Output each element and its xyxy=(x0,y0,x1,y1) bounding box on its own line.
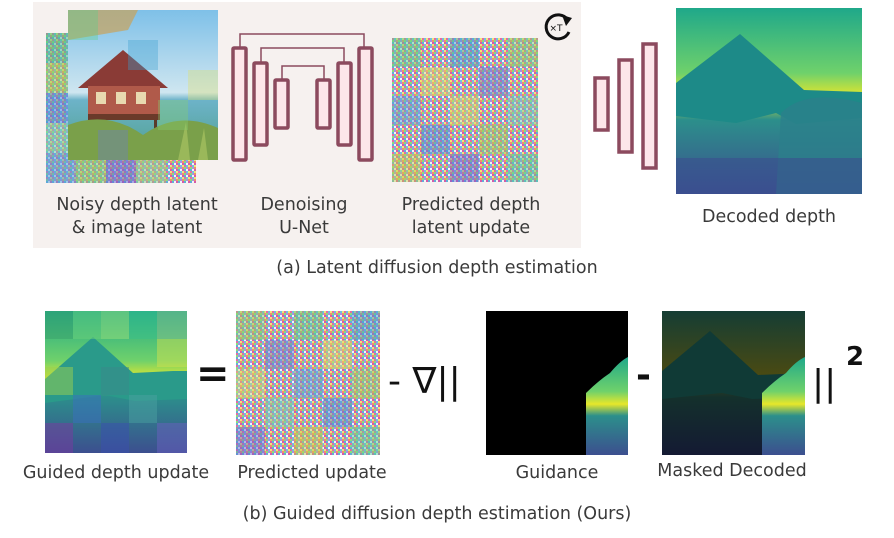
minus-sign: - xyxy=(636,355,651,396)
decoder-block-3 xyxy=(641,42,658,170)
norm-close: || xyxy=(812,363,837,404)
skip-connection-middle xyxy=(260,47,345,62)
noisy-latent-label: Noisy depth latent & image latent xyxy=(40,194,234,240)
unet-encoder-block-3 xyxy=(273,78,290,130)
caption-panel-b: (b) Guided diffusion depth estimation (O… xyxy=(242,504,632,524)
noisy-latent-label-line2: & image latent xyxy=(71,218,203,238)
unet-label-line2: U-Net xyxy=(279,218,329,238)
skip-connection-outer xyxy=(239,33,365,48)
predicted-depth-latent-update xyxy=(392,38,538,182)
unet-encoder-block-2 xyxy=(252,61,269,147)
norm-exponent: 2 xyxy=(846,342,865,372)
minus-gradient-norm-open: - ∇|| xyxy=(388,361,461,402)
decoder-block-2 xyxy=(617,58,634,154)
guidance-label: Guidance xyxy=(515,463,599,483)
unet-encoder-block-1 xyxy=(231,46,248,162)
denoising-unet xyxy=(231,33,374,162)
predicted-update xyxy=(236,311,380,455)
decoder-block-1 xyxy=(593,76,610,132)
unet-decoder-block-1 xyxy=(315,78,332,130)
guidance-sparse-depth xyxy=(486,311,628,455)
noisy-latent-label-line1: Noisy depth latent xyxy=(56,195,218,215)
unet-label-line1: Denoising xyxy=(260,195,348,215)
vae-decoder xyxy=(593,42,658,170)
unet-label: Denoising U-Net xyxy=(232,194,376,240)
unet-decoder-block-3 xyxy=(357,46,374,162)
caption-panel-a: (a) Latent diffusion depth estimation xyxy=(276,258,598,278)
decoded-depth-map xyxy=(676,8,862,194)
unet-decoder-block-2 xyxy=(336,61,353,147)
predicted-update-label: Predicted update xyxy=(237,463,387,483)
guided-depth-update xyxy=(45,311,187,453)
predicted-latent-label-line2: latent update xyxy=(411,218,531,238)
skip-connection-inner xyxy=(281,65,325,80)
image-latent xyxy=(68,10,218,160)
decoded-depth-label: Decoded depth xyxy=(701,207,837,227)
predicted-latent-label: Predicted depth latent update xyxy=(382,194,560,240)
masked-decoded-label: Masked Decoded xyxy=(657,461,807,481)
masked-decoded xyxy=(662,311,805,455)
equals-sign: = xyxy=(196,351,230,397)
predicted-latent-label-line1: Predicted depth xyxy=(401,195,541,215)
repeat-badge-text: ×T xyxy=(549,24,563,34)
repeat-loop-icon: ×T xyxy=(544,13,572,41)
guided-update-label: Guided depth update xyxy=(22,463,210,483)
